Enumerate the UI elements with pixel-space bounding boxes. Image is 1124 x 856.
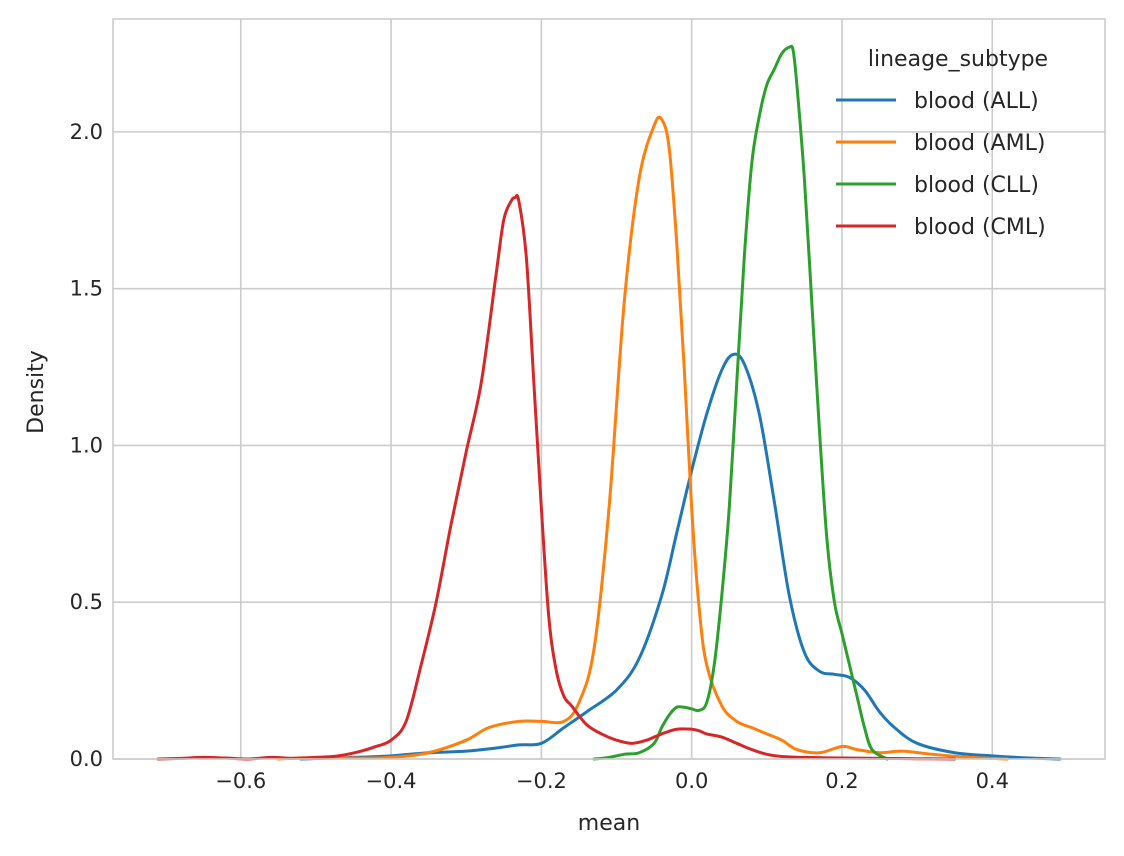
legend-label-blood-cll: blood (CLL)	[914, 173, 1039, 198]
y-tick-label: 1.0	[70, 433, 103, 457]
x-tick-label: −0.4	[366, 769, 417, 793]
legend: lineage_subtype blood (ALL) blood (AML) bl…	[836, 47, 1048, 240]
x-tick-label: 0.4	[976, 769, 1009, 793]
y-tick-label: 0.5	[70, 590, 103, 614]
legend-label-blood-cml: blood (CML)	[914, 215, 1046, 240]
x-tick-label: 0.0	[675, 769, 708, 793]
plot-area	[113, 19, 1105, 759]
y-tick-label: 2.0	[70, 120, 103, 144]
legend-label-blood-all: blood (ALL)	[914, 89, 1039, 114]
series-lines	[156, 44, 1062, 761]
x-tick-label: −0.2	[516, 769, 567, 793]
legend-label-blood-aml: blood (AML)	[914, 131, 1045, 156]
legend-title: lineage_subtype	[868, 47, 1048, 72]
x-axis-label: mean	[578, 811, 640, 836]
y-tick-label: 0.0	[70, 747, 103, 771]
x-tick-label: 0.2	[825, 769, 858, 793]
series-line-blood-cll	[592, 44, 889, 761]
series-line-blood-aml	[276, 115, 1009, 761]
x-tick-label: −0.6	[215, 769, 266, 793]
series-line-blood-cml	[156, 194, 957, 761]
y-axis-label: Density	[24, 350, 49, 434]
series-line-blood-all	[299, 352, 1062, 761]
plot-frame	[112, 18, 1106, 760]
y-tick-labels: 0.0 0.5 1.0 1.5 2.0	[70, 120, 103, 771]
x-tick-labels: −0.6 −0.4 −0.2 0.0 0.2 0.4	[215, 769, 1009, 793]
y-tick-label: 1.5	[70, 277, 103, 301]
